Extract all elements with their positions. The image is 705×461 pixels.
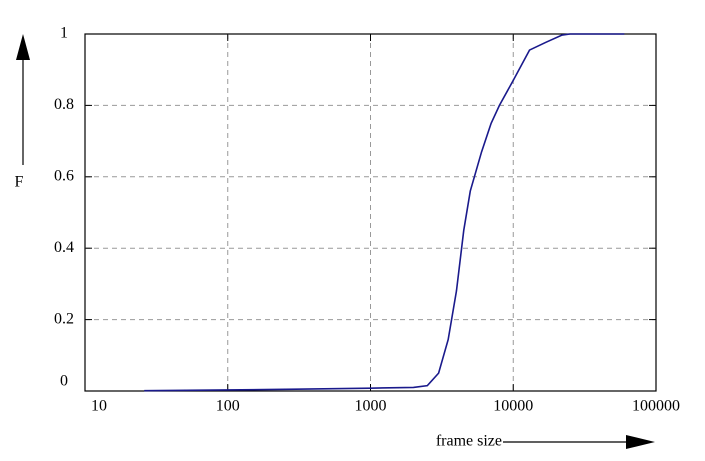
x-axis-label: frame size (436, 433, 502, 450)
x-tick-label: 100 (216, 398, 240, 415)
plot-frame (84, 33, 657, 392)
y-tick-label: 0.2 (54, 310, 74, 327)
y-tick-label: 0.8 (54, 96, 74, 113)
y-tick-label: 0.4 (54, 239, 74, 256)
y-tick-label: 0 (60, 373, 68, 390)
y-tick-label: 0.6 (54, 167, 74, 184)
x-tick-label: 10 (91, 398, 107, 415)
x-tick-label: 1000 (355, 398, 387, 415)
x-tick-label: 10000 (493, 398, 533, 415)
x-arrow-head (626, 435, 655, 449)
cdf-line (144, 33, 625, 392)
y-tick-label: 1 (60, 25, 68, 42)
x-tick-label: 100000 (632, 398, 680, 415)
y-arrow-head (16, 34, 30, 60)
y-axis-label: F (15, 174, 24, 191)
